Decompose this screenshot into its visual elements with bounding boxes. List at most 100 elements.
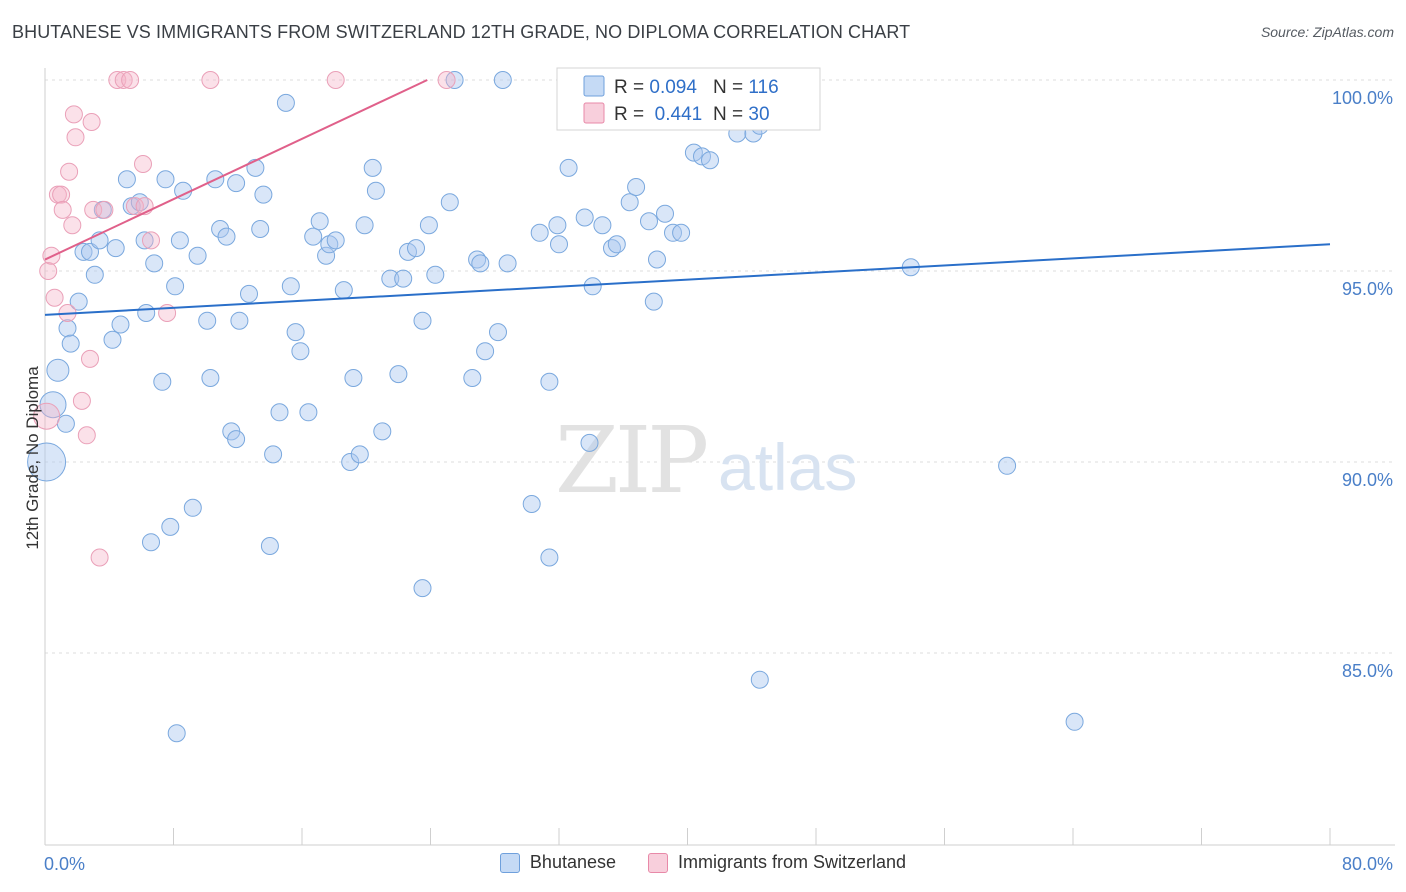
y-tick-labels: 100.0% 95.0% 90.0% 85.0% [1332, 88, 1393, 681]
bhutanese-point [413, 311, 432, 330]
stats-n-value: 30 [748, 104, 769, 125]
bhutanese-point [317, 246, 336, 265]
stats-swatch-pink [583, 102, 605, 124]
bhutanese-point [198, 311, 217, 330]
x-tick-labels: 0.0% 80.0% [44, 854, 1393, 874]
bhutanese-point [366, 181, 385, 200]
stats-legend: R = 0.094 N = 116 R = 0.441 N = 30 [556, 67, 821, 131]
y-tick-label: 95.0% [1342, 279, 1393, 299]
bhutanese-point [299, 403, 318, 422]
bhutanese-point [240, 284, 258, 303]
watermark-atlas: atlas [718, 430, 857, 504]
x-tick-label: 80.0% [1342, 854, 1393, 874]
watermark: ZIP atlas [555, 407, 857, 514]
bhutanese-point [281, 277, 300, 296]
bhutanese-point [607, 235, 626, 254]
bhutanese-point [142, 533, 160, 552]
svg-text:N = 116: N = 116 [713, 77, 779, 98]
bhutanese-point [463, 369, 482, 387]
bhutanese-point [291, 342, 310, 361]
stats-n-label: N = [713, 104, 748, 125]
legend-item-swiss[interactable]: Immigrants from Switzerland [648, 852, 906, 873]
bhutanese-point [61, 334, 80, 353]
bhutanese-point [166, 277, 185, 296]
bhutanese-point [46, 358, 70, 382]
bhutanese-point [750, 670, 769, 689]
swiss-point [125, 197, 144, 216]
bhutanese-point [230, 311, 249, 330]
bhutanese-point [27, 442, 67, 482]
swiss-point [114, 71, 133, 89]
bhutanese-point [548, 216, 567, 235]
bhutanese-point [489, 323, 507, 342]
swiss-point [108, 71, 127, 89]
bhutanese-point [580, 433, 599, 452]
bhutanese-point [246, 158, 265, 177]
bhutanese-point [620, 193, 639, 212]
bhutanese-point [550, 235, 568, 254]
bhutanese-point [593, 216, 612, 235]
bhutanese-point [1065, 712, 1084, 731]
y-tick-label: 85.0% [1342, 661, 1393, 681]
bhutanese-point [161, 517, 180, 536]
axis-layer [44, 68, 1395, 846]
bhutanese-point [254, 185, 273, 204]
stats-r-value: 0.094 [649, 77, 697, 98]
bhutanese-point [153, 372, 172, 391]
bhutanese-point [344, 369, 363, 387]
swiss-point [437, 71, 456, 89]
bhutanese-point [656, 204, 674, 223]
bhutanese-point [407, 239, 425, 258]
swiss-point [82, 113, 101, 131]
bhutanese-point [355, 216, 374, 235]
bhutanese-point [183, 498, 202, 517]
bhutanese-point [201, 369, 220, 387]
swiss-point [201, 71, 220, 89]
bhutanese-point [69, 292, 88, 311]
bhutanese-point [227, 430, 246, 449]
bhutanese-point [540, 372, 559, 391]
bhutanese-point [440, 193, 459, 212]
bhutanese-point [998, 456, 1017, 475]
bhutanese-point [188, 246, 207, 265]
swiss-point [64, 105, 83, 124]
swiss-point [33, 402, 61, 430]
stats-r-value: 0.441 [649, 104, 702, 125]
svg-text:R = 0.441: R = 0.441 [614, 104, 702, 125]
bhutanese-point [644, 292, 663, 311]
legend-item-bhutanese[interactable]: Bhutanese [499, 852, 616, 873]
bhutanese-point [413, 579, 432, 598]
bhutanese-point [389, 365, 408, 384]
bhutanese-point [276, 93, 295, 112]
bhutanese-point [103, 330, 122, 349]
swiss-point [53, 200, 72, 219]
bhutanese-point [540, 548, 559, 567]
swiss-point [66, 128, 85, 147]
swiss-point [60, 162, 79, 181]
stats-n-value: 116 [748, 77, 778, 98]
bhutanese-point [170, 231, 189, 250]
series-legend: Bhutanese Immigrants from Switzerland [0, 852, 1406, 873]
svg-text:N = 30: N = 30 [713, 104, 770, 125]
bhutanese-point [498, 254, 517, 273]
y-axis-label: 12th Grade, No Diploma [23, 366, 42, 550]
bhutanese-point [310, 212, 329, 231]
bhutanese-point [575, 208, 594, 227]
bhutanese-point [81, 242, 99, 261]
bhutanese-point [583, 277, 602, 296]
bhutanese-point [559, 158, 578, 177]
bhutanese-point [640, 212, 658, 231]
bhutanese-point [381, 269, 400, 288]
bhutanese-point [341, 453, 360, 471]
bhutanese-point [471, 254, 490, 273]
swiss-point [95, 200, 114, 219]
bhutanese-point [85, 265, 104, 284]
watermark-zip: ZIP [555, 407, 706, 514]
bhutanese-point [627, 178, 646, 196]
swiss-point [39, 262, 58, 280]
swiss-point [81, 349, 99, 368]
bhutanese-point [167, 724, 186, 743]
bhutanese-point [326, 231, 345, 250]
legend-swatch-swiss [648, 852, 668, 873]
bhutanese-point [648, 250, 666, 269]
